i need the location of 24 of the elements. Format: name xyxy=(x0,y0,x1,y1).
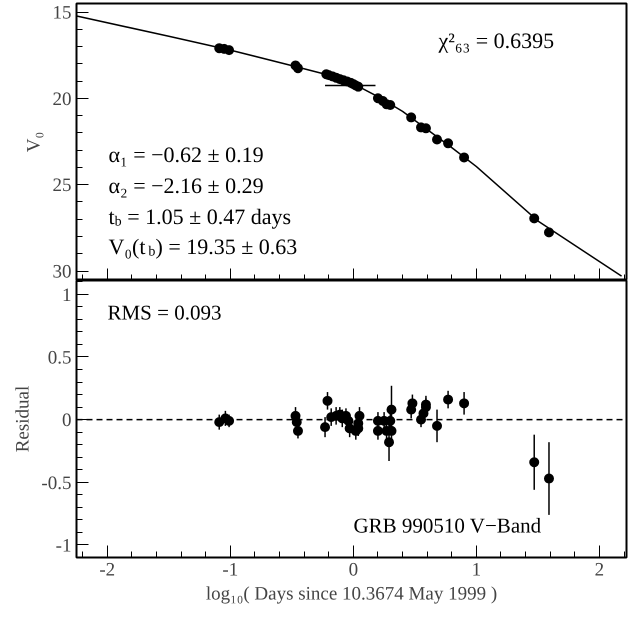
annotation: α₁ = −0.62 ± 0.19 xyxy=(108,142,264,167)
x-axis-title: log₁₀( Days since 10.3674 May 1999 ) xyxy=(206,584,498,604)
y-tick-label: 20 xyxy=(52,88,72,110)
y-tick-label: -1 xyxy=(56,535,72,556)
y-axis-title: Residual xyxy=(12,386,34,452)
annotation: α₂ = −2.16 ± 0.29 xyxy=(108,173,264,198)
x-tick-label: 0 xyxy=(348,560,358,580)
y-tick-label: 25 xyxy=(52,175,72,196)
y-tick-label: 30 xyxy=(52,262,72,283)
y-tick-label: 15 xyxy=(52,2,72,24)
y-tick-label: 1 xyxy=(62,284,72,306)
y-tick-label: -0.5 xyxy=(41,472,72,494)
x-tick-label: -1 xyxy=(222,560,238,580)
x-tick-label: 2 xyxy=(594,560,604,580)
x-tick-label: 1 xyxy=(472,560,482,580)
annotation: χ²₆₃ = 0.6395 xyxy=(438,28,554,53)
annotation: GRB 990510 V−Band xyxy=(354,514,542,538)
annotation: V₀(tb) = 19.35 ± 0.63 xyxy=(108,234,298,260)
annotation: RMS = 0.093 xyxy=(108,300,222,324)
annotation: tb = 1.05 ± 0.47 days xyxy=(108,204,292,230)
y-axis-title: V₀ xyxy=(24,132,44,152)
y-tick-label: 0.5 xyxy=(48,347,72,368)
x-tick-label: -2 xyxy=(99,560,116,580)
y-tick-label: 0 xyxy=(62,410,72,432)
